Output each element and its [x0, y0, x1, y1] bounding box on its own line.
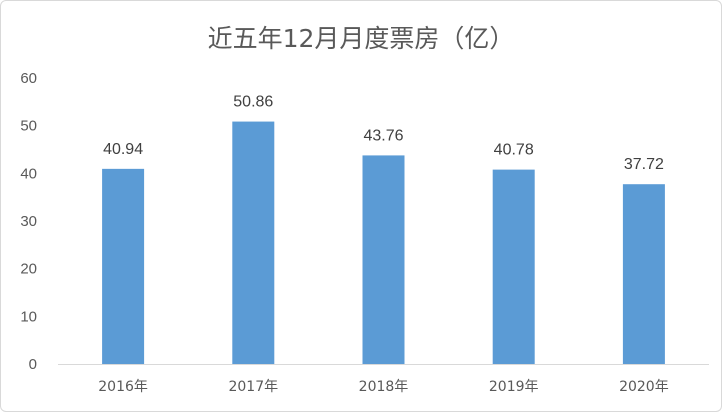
data-label-2016年: 40.94	[103, 141, 143, 158]
bar-2018年	[362, 155, 405, 364]
y-tick-label-0: 0	[29, 356, 37, 373]
x-tick-label-2018年: 2018年	[359, 379, 409, 395]
bar-2020年	[622, 184, 665, 364]
y-tick-label-10: 10	[20, 308, 37, 325]
x-tick-label-2019年: 2019年	[489, 379, 539, 395]
data-label-2020年: 37.72	[624, 156, 664, 173]
chart-title: 近五年12月月度票房（亿）	[207, 24, 515, 53]
data-label-2018年: 43.76	[363, 127, 403, 144]
y-tick-label-30: 30	[20, 213, 37, 230]
bar-2016年	[102, 168, 145, 364]
data-label-2017年: 50.86	[233, 94, 273, 111]
x-tick-label-2016年: 2016年	[98, 379, 148, 395]
data-label-2019年: 40.78	[494, 142, 534, 159]
x-axis: 2016年 2017年 2018年 2019年 2020年	[58, 364, 709, 395]
y-tick-label-50: 50	[20, 118, 37, 135]
x-tick-label-2020年: 2020年	[619, 379, 669, 395]
y-tick-label-60: 60	[20, 70, 37, 87]
y-axis: 0 10 20 30 40 50 60	[20, 70, 37, 373]
y-tick-label-20: 20	[20, 261, 37, 278]
y-tick-label-40: 40	[20, 165, 37, 182]
x-tick-label-2017年: 2017年	[228, 379, 278, 395]
bar-2017年	[232, 121, 275, 364]
bar-2019年	[492, 169, 535, 364]
bars: 40.94 50.86 43.76 40.78 37.72	[102, 94, 665, 364]
